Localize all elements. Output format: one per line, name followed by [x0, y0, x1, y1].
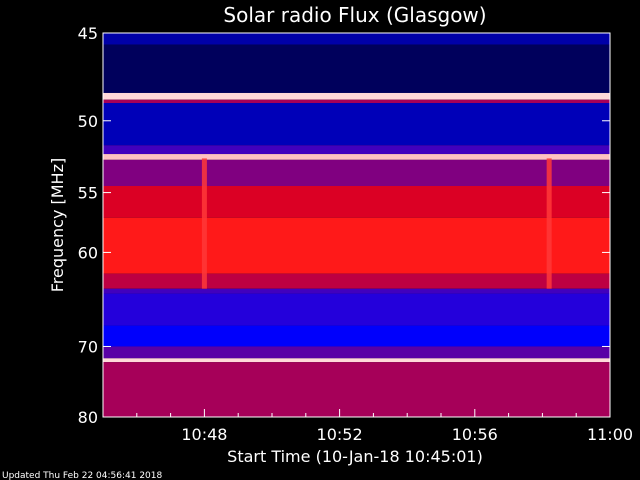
x-tick-label-3: 11:00: [587, 425, 633, 444]
y-tick-label-2: 55: [78, 184, 98, 203]
y-tick-label-3: 60: [78, 243, 98, 262]
frequency-band-0: [103, 33, 610, 45]
updated-timestamp: Updated Thu Feb 22 04:56:41 2018: [2, 471, 163, 480]
x-tick-label-2: 10:56: [452, 425, 498, 444]
frequency-band-12: [103, 293, 610, 326]
burst-1: [546, 158, 552, 289]
frequency-band-3: [103, 99, 610, 104]
x-tick-label-0: 10:48: [181, 425, 227, 444]
y-tick-label-0: 45: [78, 24, 98, 43]
frequency-band-8: [103, 185, 610, 218]
frequency-band-4: [103, 103, 610, 146]
chart-title: Solar radio Flux (Glasgow): [223, 3, 486, 27]
y-axis: 45 50 55 60 70 80: [78, 24, 610, 427]
burst-0: [201, 158, 207, 289]
y-tick-label-5: 80: [78, 408, 98, 427]
frequency-band-9: [103, 217, 610, 274]
frequency-band-1: [103, 44, 610, 93]
frequency-band-2: [103, 92, 610, 100]
x-axis: 10:48 10:52 10:56 11:00: [102, 409, 633, 444]
spectrogram-plot-area: [102, 32, 611, 418]
frequency-band-5: [103, 145, 610, 155]
frequency-bands-layer: [103, 33, 610, 417]
frequency-band-16: [103, 362, 610, 417]
frequency-band-7: [103, 159, 610, 186]
frequency-band-14: [103, 346, 610, 359]
bursts-layer: [201, 158, 552, 289]
frequency-band-13: [103, 325, 610, 347]
frequency-band-10: [103, 273, 610, 289]
y-tick-label-1: 50: [78, 112, 98, 131]
y-axis-label: Frequency [MHz]: [48, 158, 67, 292]
x-axis-label: Start Time (10-Jan-18 10:45:01): [227, 447, 483, 466]
x-tick-label-1: 10:52: [317, 425, 363, 444]
y-tick-label-4: 70: [78, 337, 98, 356]
frequency-band-6: [103, 154, 610, 160]
frequency-band-11: [103, 288, 610, 294]
frequency-band-15: [103, 358, 610, 363]
